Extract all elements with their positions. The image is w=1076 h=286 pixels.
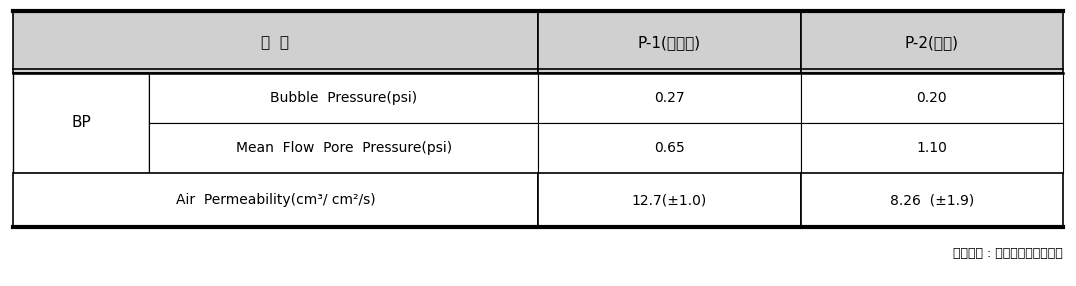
Bar xyxy=(538,73,801,123)
Text: P-2(안쪽): P-2(안쪽) xyxy=(905,35,959,50)
Text: 구  분: 구 분 xyxy=(261,35,289,50)
Bar xyxy=(801,173,1063,227)
Bar xyxy=(801,73,1063,123)
Bar xyxy=(801,11,1063,73)
Text: 측정기관 : 한국생산기술연구원: 측정기관 : 한국생산기술연구원 xyxy=(953,247,1063,260)
Text: Mean  Flow  Pore  Pressure(psi): Mean Flow Pore Pressure(psi) xyxy=(236,141,452,155)
Bar xyxy=(538,11,801,73)
Bar xyxy=(13,173,538,227)
Text: 0.65: 0.65 xyxy=(654,141,684,155)
Text: 0.27: 0.27 xyxy=(654,91,684,105)
Bar xyxy=(538,173,801,227)
Text: 0.20: 0.20 xyxy=(917,91,947,105)
Bar xyxy=(150,73,538,123)
Bar xyxy=(801,123,1063,173)
Text: Bubble  Pressure(psi): Bubble Pressure(psi) xyxy=(270,91,417,105)
Text: BP: BP xyxy=(71,116,91,130)
Bar xyxy=(13,11,538,73)
Text: 12.7(±1.0): 12.7(±1.0) xyxy=(632,193,707,207)
Bar xyxy=(538,123,801,173)
Text: Air  Permeability(cm³/ cm²/s): Air Permeability(cm³/ cm²/s) xyxy=(175,193,376,207)
Bar xyxy=(13,73,150,173)
Text: 1.10: 1.10 xyxy=(917,141,947,155)
Text: 8.26  (±1.9): 8.26 (±1.9) xyxy=(890,193,974,207)
Text: P-1(바깥쪽): P-1(바깥쪽) xyxy=(638,35,700,50)
Bar xyxy=(150,123,538,173)
